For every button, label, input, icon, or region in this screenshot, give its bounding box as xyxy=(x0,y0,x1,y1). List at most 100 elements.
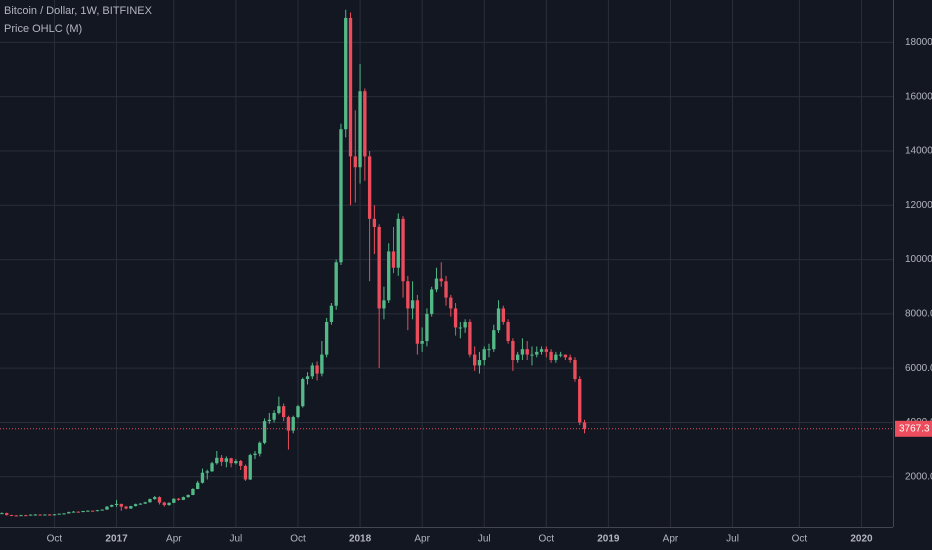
last-price-box xyxy=(895,420,932,437)
candle-body xyxy=(14,515,18,517)
candle-body xyxy=(496,308,501,331)
candle-body xyxy=(525,349,529,355)
candle-body xyxy=(501,308,505,323)
candle-body xyxy=(196,482,200,489)
candle-body xyxy=(24,515,28,517)
y-tick-label: 14000.0 xyxy=(905,146,932,157)
candle-body xyxy=(329,305,334,323)
candle-body xyxy=(458,327,463,329)
x-tick-label: Oct xyxy=(539,534,555,545)
candle-body xyxy=(143,502,147,504)
candle-body xyxy=(62,513,66,515)
candle-body xyxy=(291,417,295,431)
candle-body xyxy=(52,514,57,516)
y-tick-label: 2000.0 xyxy=(905,471,932,482)
candle-body xyxy=(425,313,429,342)
candle-body xyxy=(434,278,439,290)
candle-body xyxy=(110,505,114,507)
candle-body xyxy=(210,463,214,472)
candle-body xyxy=(477,360,482,366)
candle-body xyxy=(286,417,291,431)
candle-body xyxy=(5,513,9,516)
candle-body xyxy=(539,349,544,352)
y-tick-label: 8000.0 xyxy=(905,309,932,320)
candle-body xyxy=(124,506,128,509)
candle-body xyxy=(272,412,276,420)
candle-body xyxy=(320,354,324,374)
candle-body xyxy=(344,17,348,130)
candle-body xyxy=(406,281,410,309)
candle-body xyxy=(262,421,267,443)
candle-body xyxy=(520,349,525,355)
candle-body xyxy=(563,354,568,358)
x-tick-label: Jul xyxy=(230,534,243,545)
candle-body xyxy=(339,129,343,263)
candle-body xyxy=(420,341,424,344)
candle-body xyxy=(19,515,23,517)
candle-body xyxy=(71,511,76,513)
candle-body xyxy=(100,509,104,511)
candle-body xyxy=(9,515,14,517)
candle-body xyxy=(348,17,353,157)
x-tick-label: Oct xyxy=(792,534,808,545)
candle-body xyxy=(449,297,453,309)
candle-body xyxy=(549,351,553,361)
candle-body xyxy=(473,354,477,366)
candle-body xyxy=(43,514,47,516)
candle-body xyxy=(535,351,539,355)
candle-body xyxy=(95,510,100,512)
candle-body xyxy=(410,300,415,309)
candle-body xyxy=(114,503,119,506)
x-tick-label: 2017 xyxy=(105,534,128,545)
candle-body xyxy=(377,226,381,309)
candle-body xyxy=(358,91,362,168)
candle-body xyxy=(468,322,472,355)
y-tick-label: 18000.0 xyxy=(905,37,932,48)
x-tick-label: Jul xyxy=(478,534,491,545)
x-tick-label: 2019 xyxy=(597,534,620,545)
candle-body xyxy=(215,457,219,464)
candle-body xyxy=(382,300,386,309)
candle-body xyxy=(310,365,314,377)
candle-body xyxy=(296,406,300,418)
x-tick-label: Apr xyxy=(414,534,430,545)
candle-body xyxy=(281,406,286,418)
candle-body xyxy=(367,156,372,219)
x-tick-label: 2018 xyxy=(349,534,372,545)
candle-body xyxy=(324,322,329,355)
candle-body xyxy=(415,300,420,344)
x-tick-label: Jul xyxy=(726,534,739,545)
candle-body xyxy=(568,357,572,361)
candle-body xyxy=(482,349,486,361)
candle-body xyxy=(172,498,176,503)
candle-body xyxy=(176,498,181,500)
y-tick-label: 6000.0 xyxy=(905,363,932,374)
x-tick-label: Apr xyxy=(166,534,182,545)
candle-body xyxy=(401,218,405,282)
candle-body xyxy=(363,91,367,157)
candle-body xyxy=(200,472,205,483)
candle-body xyxy=(430,289,434,314)
candle-body xyxy=(277,406,281,413)
candle-body xyxy=(224,458,229,462)
candle-body xyxy=(305,376,310,380)
candle-body xyxy=(243,465,248,480)
candle-body xyxy=(57,513,61,515)
candle-body xyxy=(33,514,38,516)
candle-body xyxy=(582,422,587,429)
candle-body xyxy=(86,510,90,512)
candle-body xyxy=(387,251,391,301)
candle-body xyxy=(229,458,233,464)
candle-body xyxy=(463,322,467,328)
candle-body xyxy=(334,262,338,306)
candle-body xyxy=(129,506,133,509)
candle-body xyxy=(0,513,4,515)
candle-body xyxy=(530,354,534,356)
candle-body xyxy=(267,419,272,422)
candle-body xyxy=(205,471,209,473)
candle-body xyxy=(239,461,243,466)
candle-body xyxy=(162,502,166,506)
x-tick-label: 2020 xyxy=(850,534,873,545)
